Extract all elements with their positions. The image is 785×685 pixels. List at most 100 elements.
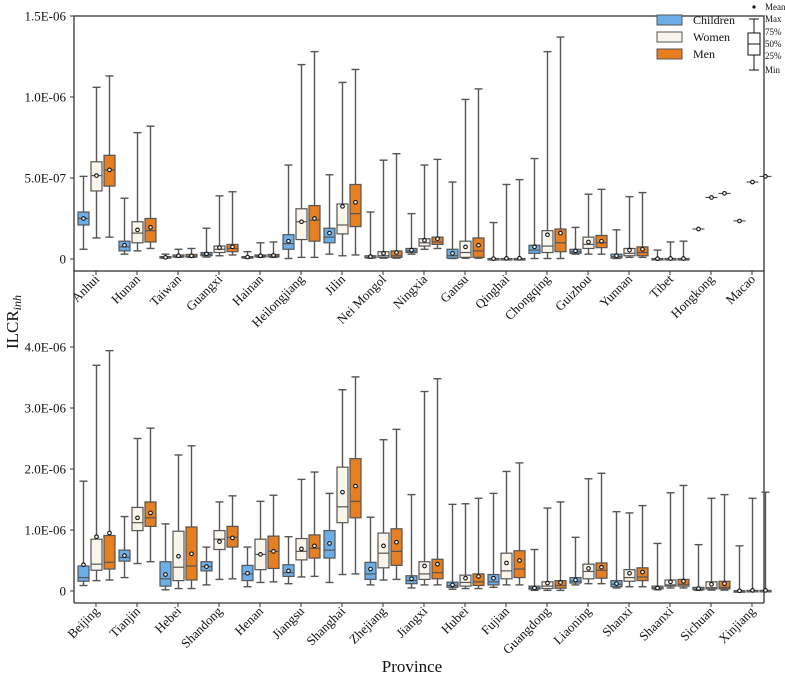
y-tick-label: 1.5E-06 (24, 9, 66, 24)
mean-marker (217, 539, 222, 544)
mean-marker (491, 575, 496, 581)
box-women (336, 389, 349, 576)
mean-marker (353, 199, 358, 205)
mean-marker (558, 230, 563, 236)
box-children (610, 229, 623, 260)
box-men (431, 158, 444, 250)
box-men (636, 504, 649, 588)
box-children (446, 503, 459, 590)
mean-marker (204, 251, 209, 257)
box-women (213, 195, 226, 257)
x-tick-label: Jiangsu (269, 603, 308, 642)
box-children (159, 253, 172, 260)
y-tick-label: 1.0E-06 (24, 523, 66, 538)
y-axis-title: ILCRinh (3, 295, 24, 349)
y-axis-title-sub: inh (10, 295, 24, 310)
iqr-box (377, 532, 390, 569)
box-women (295, 63, 308, 259)
box-children (323, 174, 336, 255)
box-women (295, 478, 308, 578)
mean-marker (491, 256, 496, 262)
box-women (746, 497, 759, 593)
mean-marker (627, 570, 632, 576)
box-women (582, 478, 595, 585)
box-men (718, 191, 731, 196)
box-key: Mean Max 75% 50% 25% Min (747, 2, 785, 75)
box-children (364, 516, 377, 586)
box-men (554, 501, 567, 592)
box-women (746, 179, 759, 185)
box-children (77, 175, 90, 250)
box-men (472, 88, 485, 259)
bottom-panel: 0 1.0E-06 2.0E-06 3.0E-06 4.0E-06 Beijing Tian… (24, 271, 772, 657)
box-women (131, 131, 144, 252)
box-key-mean-label: Mean (765, 2, 785, 12)
mean-marker (668, 256, 673, 261)
box-children (528, 157, 541, 260)
x-tick-label: Liaoning (550, 603, 594, 647)
y-tick-label: 0 (60, 252, 67, 267)
mean-marker (504, 560, 509, 566)
mean-marker (176, 253, 181, 259)
x-tick-label: Macao (723, 272, 759, 308)
mean-marker (81, 562, 86, 568)
y-axis-title-main: ILCR (3, 310, 22, 349)
mean-marker (271, 253, 276, 258)
box-women (705, 195, 718, 200)
mean-marker (545, 232, 550, 238)
iqr-box (336, 466, 349, 524)
x-tick-label: Beijing (64, 603, 102, 641)
mean-marker (230, 535, 235, 541)
box-women (418, 390, 431, 586)
box-children (405, 212, 418, 255)
box-women (172, 454, 185, 590)
mean-marker (176, 553, 181, 559)
box-children (651, 542, 664, 591)
mean-marker (271, 548, 276, 554)
box-children (241, 546, 254, 588)
mean-marker (435, 236, 440, 242)
iqr-box (131, 221, 144, 244)
mean-marker (463, 244, 468, 250)
box-women (582, 193, 595, 255)
box-men (144, 125, 157, 250)
mean-marker (476, 242, 481, 248)
legend-swatch-women (656, 31, 683, 43)
mean-marker (640, 246, 645, 252)
mean-marker (217, 245, 222, 251)
iqr-box (459, 240, 472, 258)
x-tick-label: Shaanxi (636, 603, 676, 643)
mean-marker (763, 174, 768, 179)
box-children (323, 492, 336, 584)
box-women (500, 470, 513, 586)
mean-marker (532, 244, 537, 250)
mean-marker (655, 256, 660, 262)
iqr-box (500, 552, 513, 580)
mean-marker (94, 173, 99, 178)
mean-marker (299, 546, 304, 552)
mean-marker (450, 250, 455, 256)
x-tick-label: Hunan (108, 271, 143, 306)
box-children (733, 545, 746, 594)
box-children (692, 226, 705, 232)
legend-swatch-children (656, 14, 683, 26)
x-tick-label: Fujian (478, 603, 512, 637)
mean-marker (750, 588, 755, 593)
mean-marker (312, 216, 317, 221)
legend-swatch-men (656, 48, 683, 60)
box-women (459, 98, 472, 259)
box-children (364, 211, 377, 259)
iqr-box (459, 574, 472, 587)
mean-marker (163, 255, 168, 260)
x-tick-label: Hongkong (668, 271, 718, 321)
x-tick-label: Shandong (178, 603, 226, 651)
box-women (541, 507, 554, 592)
x-tick-label: Tianjin (106, 603, 143, 640)
mean-marker (94, 534, 99, 540)
box-men (513, 178, 526, 261)
box-men (226, 495, 239, 580)
iqr-box (554, 228, 567, 253)
mean-marker (655, 585, 660, 591)
